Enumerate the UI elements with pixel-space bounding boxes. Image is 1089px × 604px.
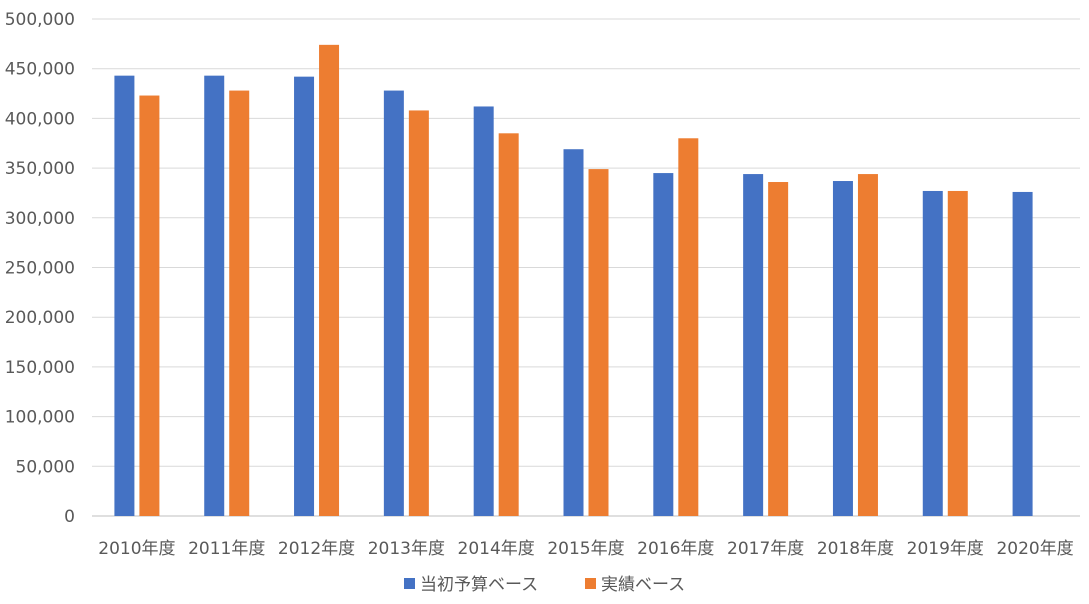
legend: 当初予算ベース 実績ベース [404,575,685,595]
legend-label: 当初予算ベース [420,575,538,595]
bar-actual-5 [588,169,609,516]
bar-initial-budget-0 [114,75,135,517]
bar-initial-budget-7 [743,174,764,516]
x-axis: 2010年度 2011年度 2012年度 2013年度 2014年度 2015年度 2016… [98,539,1073,559]
x-tick-label: 2011年度 [188,539,265,559]
bar-actual-3 [408,110,429,516]
bar-initial-budget-6 [653,173,674,516]
bar-actual-8 [857,174,878,516]
bar-initial-budget-10 [1012,191,1033,516]
x-tick-label: 2020年度 [996,539,1073,559]
legend-swatch [404,578,415,589]
x-tick-label: 2018年度 [817,539,894,559]
y-tick-label: 200,000 [5,308,75,328]
x-tick-label: 2013年度 [368,539,445,559]
y-tick-label: 300,000 [5,209,75,229]
bars [114,44,1033,517]
y-tick-label: 150,000 [5,358,75,378]
y-tick-label: 0 [64,507,75,527]
bar-initial-budget-1 [204,75,225,517]
x-tick-label: 2017年度 [727,539,804,559]
bar-actual-6 [678,138,699,516]
bar-initial-budget-9 [922,190,943,516]
bar-actual-2 [319,44,340,517]
bar-initial-budget-3 [383,90,404,517]
y-tick-label: 100,000 [5,408,75,428]
x-tick-label: 2019年度 [907,539,984,559]
y-tick-label: 400,000 [5,109,75,129]
bar-actual-4 [498,133,519,516]
x-tick-label: 2012年度 [278,539,355,559]
bar-actual-1 [229,90,250,517]
y-tick-label: 250,000 [5,259,75,279]
legend-swatch [585,578,596,589]
y-tick-label: 50,000 [16,457,75,477]
bar-initial-budget-2 [294,76,315,516]
bar-actual-9 [947,190,968,516]
x-tick-label: 2016年度 [637,539,714,559]
bar-actual-7 [768,182,789,517]
x-tick-label: 2015年度 [547,539,624,559]
y-axis: 0 50,000 100,000 150,000 200,000 250,000 300,0… [5,10,75,527]
y-tick-label: 500,000 [5,10,75,30]
y-tick-label: 450,000 [5,60,75,80]
bar-initial-budget-5 [563,149,584,517]
bar-actual-0 [139,95,160,517]
x-tick-label: 2010年度 [98,539,175,559]
bar-initial-budget-4 [473,106,494,517]
y-tick-label: 350,000 [5,159,75,179]
legend-label: 実績ベース [601,575,685,595]
x-tick-label: 2014年度 [458,539,535,559]
bar-initial-budget-8 [832,181,853,516]
gridlines [92,18,1080,517]
